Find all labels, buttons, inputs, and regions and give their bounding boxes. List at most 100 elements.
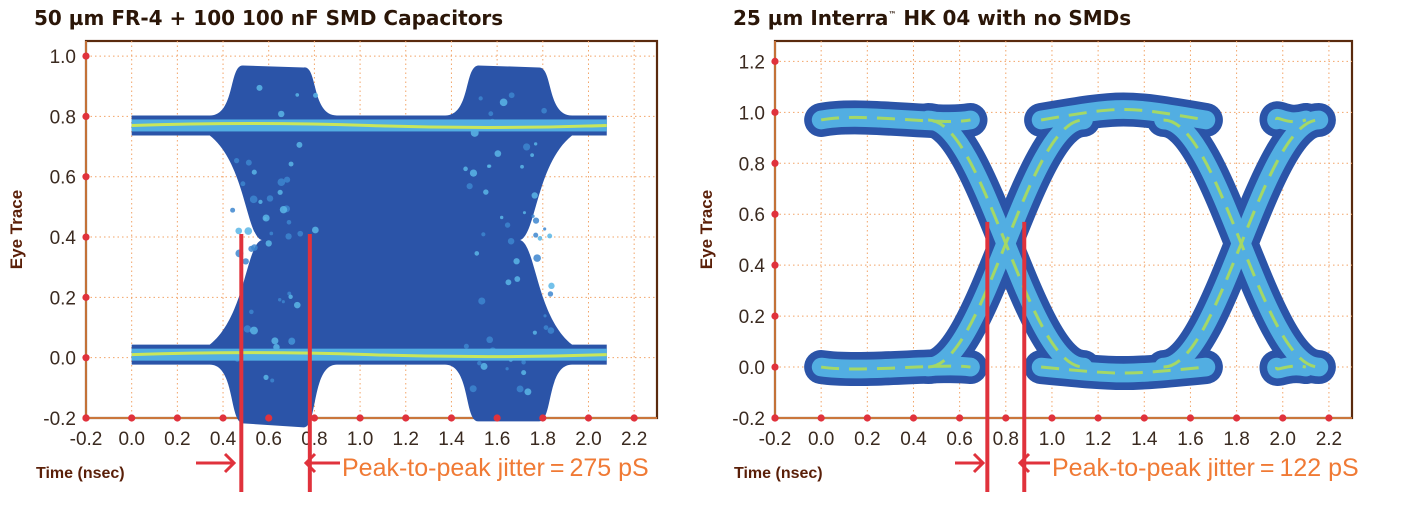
eye-speckle (478, 297, 486, 305)
x-tick-label: 1.0 (1039, 429, 1065, 450)
chart-title-left: 50 µm FR-4 + 100 100 nF SMD Capacitors (34, 6, 504, 30)
eye-speckle (533, 254, 541, 262)
eye-speckle (286, 219, 292, 225)
chart-0: -0.2 0.0 0.2 0.4 0.6 0.8 1.0 1.2 1.4 1.6 1.8 2.0 2.2… (7, 39, 659, 492)
eye-speckle (233, 158, 240, 164)
eye-speckle (474, 251, 480, 256)
x-tick-label: -0.2 (759, 429, 792, 450)
eye-speckle (522, 211, 527, 215)
eye-speckle (245, 159, 252, 166)
jitter-annotation: Peak-to-peak jitter = 275 pS (342, 454, 649, 482)
x-tick-dot (1140, 414, 1148, 422)
y-tick-dot (771, 312, 779, 320)
eye-rail-core (131, 121, 607, 129)
eye-speckle (469, 169, 478, 177)
x-tick-label: 0.0 (808, 429, 834, 450)
eye-speckle (531, 192, 538, 199)
y-tick-label: 0.4 (50, 228, 77, 249)
x-tick-dot (539, 414, 547, 422)
eye-speckle (481, 232, 486, 237)
y-tick-dot (771, 159, 779, 167)
x-tick-dot (128, 414, 136, 422)
eye-speckle (244, 227, 253, 235)
y-tick-dot (82, 233, 90, 241)
eye-speckle (469, 385, 477, 393)
x-tick-label: 1.0 (347, 429, 373, 450)
eye-speckle (266, 195, 274, 202)
eye-speckle (263, 216, 267, 221)
eye-speckle (288, 161, 294, 167)
eye-band-core (1275, 364, 1307, 371)
x-tick-dot (265, 414, 273, 422)
eye-speckle (277, 298, 282, 302)
eye-speckle (478, 96, 483, 101)
eye-trace (131, 65, 607, 428)
eye-band-core (927, 118, 1084, 369)
eye-speckle (516, 385, 524, 393)
eye-speckle (242, 258, 249, 265)
eye-speckle (504, 222, 511, 228)
eye-trace (804, 92, 1336, 391)
x-tick-label: 1.8 (530, 429, 556, 450)
eye-speckle (533, 232, 539, 238)
x-tick-dot (630, 414, 638, 422)
eye-speckle (537, 236, 543, 241)
eye-speckle (543, 314, 547, 318)
x-tick-dot (817, 414, 825, 422)
eye-speckle (230, 207, 236, 213)
x-tick-dot (1233, 414, 1241, 422)
x-tick-label: 1.6 (1177, 429, 1203, 450)
y-tick-label: 0.0 (50, 349, 76, 370)
eye-speckle (532, 217, 540, 224)
y-tick-dot (82, 112, 90, 120)
y-tick-label: 1.0 (739, 103, 765, 124)
eye-speckle (284, 176, 291, 183)
eye-speckle (251, 169, 257, 175)
x-tick-label: 1.4 (438, 429, 465, 450)
y-tick-dot (771, 57, 779, 65)
eye-envelope (131, 65, 607, 428)
eye-speckle (269, 231, 274, 236)
eye-speckle (270, 378, 275, 383)
eye-speckle (297, 230, 304, 237)
y-axis-label: Eye Trace (697, 190, 716, 269)
x-tick-label: 0.2 (164, 429, 190, 450)
eye-speckle (258, 199, 263, 204)
eye-speckle (277, 189, 283, 195)
y-tick-dot (82, 354, 90, 362)
eye-speckle (488, 111, 494, 117)
eye-speckle (288, 337, 296, 345)
x-tick-label: 2.2 (1316, 429, 1342, 450)
eye-rail-core (131, 351, 607, 359)
y-tick-label: 0.2 (739, 307, 765, 328)
eye-speckle (532, 330, 537, 335)
y-tick-label: -0.2 (732, 409, 765, 430)
eye-speckle (541, 107, 547, 114)
eye-speckle (543, 325, 549, 330)
eye-band-core (820, 115, 971, 123)
x-tick-label: 1.6 (484, 429, 510, 450)
x-tick-label: 0.0 (118, 429, 144, 450)
y-tick-dot (771, 210, 779, 218)
eye-speckle (499, 98, 508, 107)
eye-speckle (531, 214, 535, 218)
x-tick-dot (310, 414, 318, 422)
x-tick-label: 2.0 (1270, 429, 1296, 450)
y-tick-dot (82, 52, 90, 60)
eye-speckle (249, 326, 258, 335)
eye-speckle (513, 258, 520, 265)
eye-speckle (311, 226, 319, 234)
x-tick-label: -0.2 (70, 429, 103, 450)
x-tick-dot (219, 414, 227, 422)
x-tick-label: 1.2 (1085, 429, 1111, 450)
eye-speckle (256, 84, 263, 91)
y-tick-dot (771, 261, 779, 269)
eye-speckle (285, 233, 292, 240)
x-tick-dot (1002, 414, 1010, 422)
eye-speckle (279, 205, 288, 214)
eye-speckle (235, 227, 243, 235)
eye-band-core (1163, 118, 1320, 369)
y-tick-dot (771, 414, 779, 422)
x-tick-dot (956, 414, 964, 422)
x-tick-label: 0.8 (301, 429, 327, 450)
